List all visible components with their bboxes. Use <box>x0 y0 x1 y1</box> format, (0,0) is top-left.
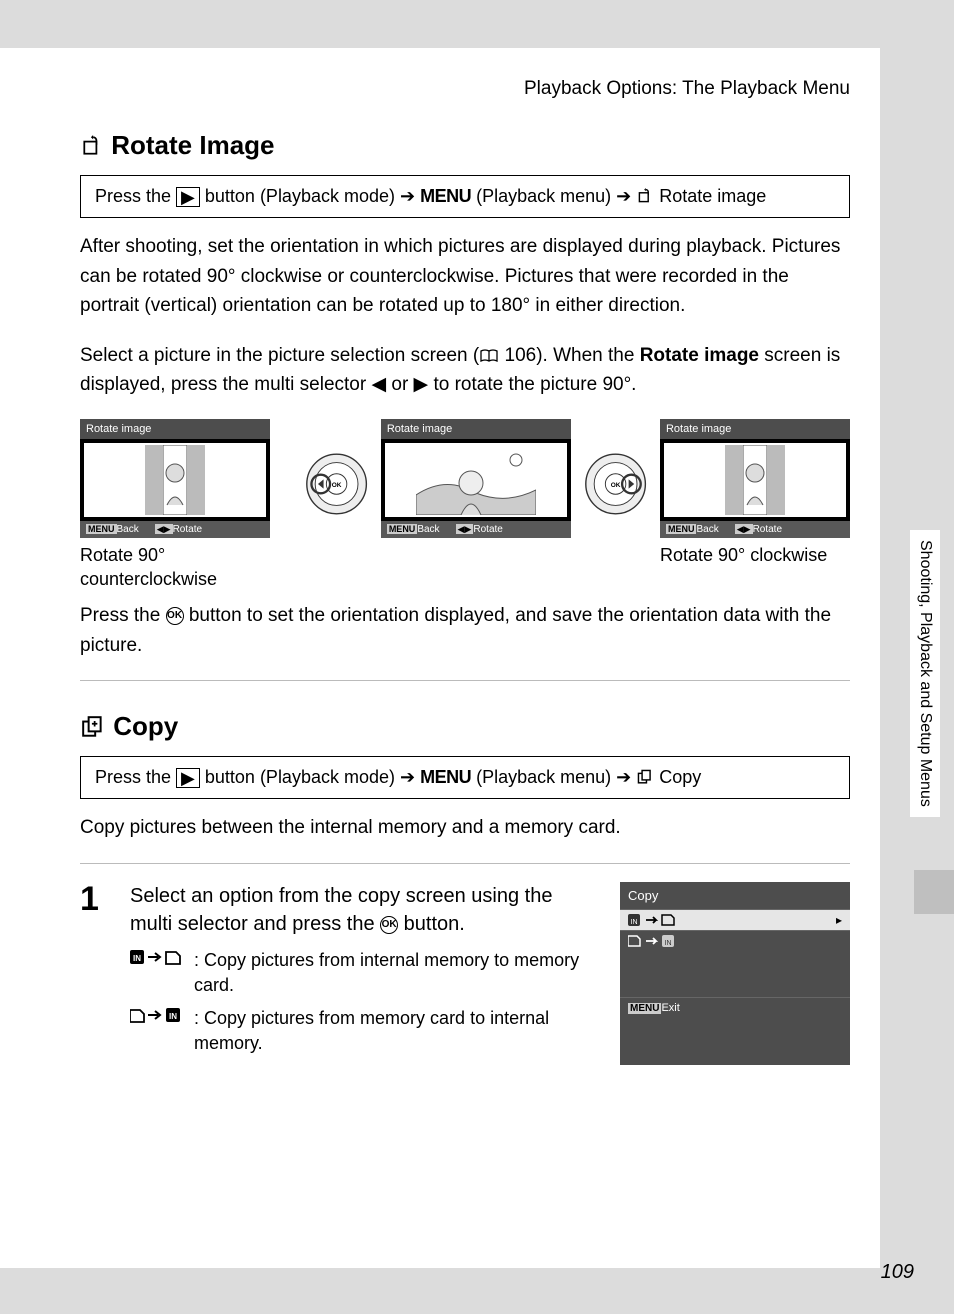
copy-screen-title: Copy <box>620 882 850 909</box>
rotate-screen-original: Rotate image MENUBack ◀▶Rotate <box>381 419 571 538</box>
header-breadcrumb: Playback Options: The Playback Menu <box>80 78 850 100</box>
screen-title: Rotate image <box>660 419 850 439</box>
rotate-nav-box: Press the ▶ button (Playback mode) ➔ MEN… <box>80 175 850 218</box>
rotate-screens-row: Rotate image MENUBack ◀▶Rotate Rotate 90… <box>80 419 850 591</box>
copy-screen: Copy IN ▸ IN MENUExit <box>620 882 850 1065</box>
landscape-illustration <box>416 445 536 515</box>
rotate-paragraph-2: Select a picture in the picture selectio… <box>80 341 850 400</box>
screen-title: Rotate image <box>80 419 270 439</box>
screen-title: Rotate image <box>381 419 571 439</box>
copy-intro: Copy pictures between the internal memor… <box>80 813 850 842</box>
rotate-screen-cw-col: Rotate image MENUBack ◀▶Rotate Rotate 90… <box>660 419 850 567</box>
copy-screen-footer: MENUExit <box>620 997 850 1018</box>
rotate-screen-original-col: Rotate image MENUBack ◀▶Rotate <box>381 419 571 538</box>
right-arrow-icon: ▶ <box>414 374 429 395</box>
copy-section-title: Copy <box>80 711 850 742</box>
copy-icon <box>636 769 654 785</box>
rotate-paragraph-1: After shooting, set the orientation in w… <box>80 232 850 320</box>
step-divider <box>80 863 850 864</box>
portrait-illustration <box>725 445 785 515</box>
svg-text:IN: IN <box>169 1012 177 1021</box>
multi-selector-dial-icon: OK <box>304 449 369 519</box>
book-icon <box>479 349 499 363</box>
side-tab: Shooting, Playback and Setup Menus <box>910 530 954 910</box>
svg-text:IN: IN <box>631 919 638 926</box>
copy-nav-box: Press the ▶ button (Playback mode) ➔ MEN… <box>80 756 850 799</box>
play-button-icon: ▶ <box>176 768 200 788</box>
left-arrow-icon: ◀ <box>371 374 386 395</box>
rotate-icon <box>636 188 654 204</box>
copy-icon <box>80 715 106 739</box>
rotate-icon <box>80 135 104 157</box>
manual-page: Playback Options: The Playback Menu Rota… <box>0 48 880 1268</box>
card-to-internal-icon: IN <box>130 1006 182 1024</box>
rotate-screen-ccw: Rotate image MENUBack ◀▶Rotate <box>80 419 270 538</box>
portrait-illustration <box>145 445 205 515</box>
internal-to-card-icon: IN <box>130 948 182 966</box>
rotate-screen-cw: Rotate image MENUBack ◀▶Rotate <box>660 419 850 538</box>
copy-screen-row-2[interactable]: IN <box>620 930 850 951</box>
svg-text:IN: IN <box>665 940 672 947</box>
copy-option-card-to-internal: IN : Copy pictures from memory card to i… <box>130 1006 600 1056</box>
side-tab-label: Shooting, Playback and Setup Menus <box>910 530 940 817</box>
copy-screen-row-1[interactable]: IN ▸ <box>620 909 850 930</box>
rotate-screen-ccw-col: Rotate image MENUBack ◀▶Rotate Rotate 90… <box>80 419 292 591</box>
rotate-section-title: Rotate Image <box>80 130 850 161</box>
side-tab-thumb <box>914 870 954 914</box>
section-divider <box>80 680 850 681</box>
rotate-paragraph-3: Press the OK button to set the orientati… <box>80 601 850 660</box>
screen-footer: MENUBack ◀▶Rotate <box>660 521 850 538</box>
svg-text:IN: IN <box>133 954 141 963</box>
copy-option-internal-to-card: IN : Copy pictures from internal memory … <box>130 948 600 998</box>
multi-selector-dial-icon: OK <box>583 449 648 519</box>
play-button-icon: ▶ <box>176 187 200 207</box>
svg-text:OK: OK <box>331 482 341 489</box>
screen-footer: MENUBack ◀▶Rotate <box>80 521 270 538</box>
ok-button-icon: OK <box>380 916 398 934</box>
svg-text:OK: OK <box>611 482 621 489</box>
step-title: Select an option from the copy screen us… <box>130 882 600 938</box>
page-number: 109 <box>881 1261 914 1284</box>
menu-icon: MENU <box>420 186 471 206</box>
caption-ccw: Rotate 90° counterclockwise <box>80 544 292 591</box>
ok-button-icon: OK <box>166 607 184 625</box>
step-number: 1 <box>80 882 110 1065</box>
screen-footer: MENUBack ◀▶Rotate <box>381 521 571 538</box>
menu-icon: MENU <box>420 767 471 787</box>
caption-cw: Rotate 90° clockwise <box>660 544 850 567</box>
copy-step-1: 1 Select an option from the copy screen … <box>80 882 850 1065</box>
